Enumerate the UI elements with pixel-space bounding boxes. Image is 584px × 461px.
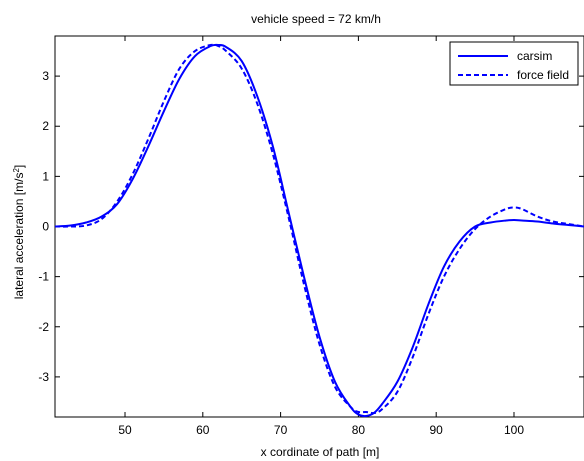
x-axis-label: x cordinate of path [m] [261,445,380,459]
y-axis-label-base: lateral acceleration [m/s [12,173,26,300]
x-tick-label: 50 [118,423,132,437]
y-tick-label: -3 [38,370,49,384]
x-tick-label: 90 [430,423,444,437]
y-tick-label: 2 [42,119,49,133]
legend-label-force-field: force field [517,68,569,82]
y-axis-label-close: ] [12,165,26,168]
series-line-carsim [54,43,584,418]
y-axis-label: lateral acceleration [m/s2] [12,165,27,300]
y-tick-label: 1 [42,169,49,183]
series-line-force-field [54,43,584,415]
x-tick-label: 70 [274,423,288,437]
y-tick-label: 0 [42,220,49,234]
series-layer [54,43,584,418]
legend-label-carsim: carsim [517,49,552,63]
chart-title: vehicle speed = 72 km/h [251,12,381,26]
axis-ticks [55,36,584,417]
y-tick-label: 3 [42,69,49,83]
legend: carsim force field [449,41,579,86]
y-tick-label: -1 [38,270,49,284]
y-axis-label-superscript: 2 [12,168,21,173]
legend-box [449,41,579,86]
x-tick-label: 100 [504,423,524,437]
plot-area [54,35,584,418]
x-tick-label: 60 [196,423,210,437]
y-tick-label: -2 [38,320,49,334]
x-tick-label: 80 [352,423,366,437]
axis-tick-labels: 50 60 70 80 90 100 -3 -2 -1 0 1 2 3 [38,69,524,437]
